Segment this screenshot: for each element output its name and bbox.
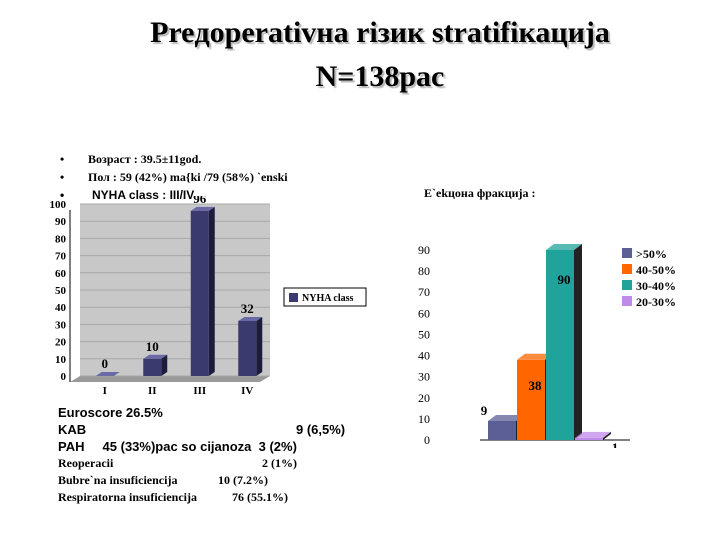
data-label: 0: [102, 356, 109, 371]
stat-bubrezna: Bubre`na insuficiencija 10 (7.2%): [58, 472, 358, 489]
ejection-fraction-chart: 0 10 20 30 40 50 60 70 80 90 9 38 90 1 >50% 40-50% 30-40…: [418, 243, 676, 448]
bar-side: [603, 431, 611, 440]
y-tick-label: 10: [55, 354, 67, 366]
data-label: 10: [146, 339, 159, 354]
stat-reop-label: Reoperacii: [58, 456, 114, 470]
y-tick-label: 100: [50, 199, 67, 211]
y-tick-label: 90: [55, 216, 67, 228]
data-label: 9: [481, 403, 488, 418]
bullet-sex: Пол : 59 (42%) ma{ki /79 (58%) `enski: [60, 168, 288, 186]
stat-kab-label: KAB: [58, 422, 87, 437]
y-tick-label: 40: [55, 302, 67, 314]
y-tick-label: 60: [418, 306, 430, 320]
legend-box: [283, 287, 367, 307]
ejection-fraction-label: E`ekцона фракција :: [424, 186, 536, 200]
bar-top: [488, 415, 524, 421]
bar: [238, 320, 257, 376]
data-label: 1: [612, 440, 619, 448]
bullet-nyha: NYHA class : III/IV: [60, 186, 288, 204]
legend-swatch: [622, 280, 632, 290]
bar: [143, 358, 162, 376]
legend-label: NYHA class: [302, 293, 354, 304]
y-tick-label: 0: [424, 433, 430, 447]
bullet-list: Возраст : 39.5±11god. Пол : 59 (42%) ma{…: [60, 150, 288, 204]
bullet-age: Возраст : 39.5±11god.: [60, 150, 288, 168]
data-label: 96: [193, 196, 207, 206]
bar-top: [95, 372, 120, 376]
bar-top: [190, 206, 215, 211]
legend-swatch: [622, 264, 632, 274]
bar-top: [143, 354, 168, 359]
stat-resp-value: 76 (55.1%): [232, 490, 288, 504]
y-tick-label: 60: [55, 268, 67, 280]
legend-swatch: [622, 248, 632, 258]
data-label: 38: [529, 378, 543, 393]
x-tick-label: III: [193, 385, 206, 396]
stat-resp-label: Respiratorna insuficiencija: [58, 490, 197, 504]
bar: [575, 437, 603, 440]
y-tick-label: 80: [418, 264, 430, 278]
bar-top: [575, 431, 611, 438]
legend-swatch: [622, 296, 632, 306]
stats-block: Euroscore 26.5% KAB 9 (6,5%) PAH 45 (33%…: [58, 404, 358, 506]
stat-kab-value: 9 (6,5%): [296, 422, 346, 437]
bar-side: [208, 206, 215, 376]
y-tick-label: 90: [418, 243, 430, 257]
stat-bubr-value: 10 (7.2%): [218, 473, 268, 487]
bar-top: [517, 353, 553, 360]
nyha-bar-chart: 0 10 20 30 40 50 60 70 80 90 100 0 I 10 II 96 III 32 IV NYH…: [50, 196, 367, 396]
legend-label: >50%: [636, 247, 667, 261]
legend-label: 30-40%: [636, 279, 676, 293]
bar-top: [238, 316, 263, 321]
bar: [488, 421, 516, 440]
x-tick-label: IV: [241, 385, 253, 396]
x-tick-label: II: [148, 385, 157, 396]
bar-top: [546, 244, 582, 250]
y-tick-label: 70: [55, 251, 67, 263]
legend-label: 20-30%: [636, 295, 676, 309]
y-tick-label: 0: [61, 371, 67, 383]
bar-side: [574, 244, 582, 440]
slide-title: Preдоperativна rізик stratifікација: [150, 16, 610, 49]
legend-swatch: [289, 293, 298, 302]
stat-pah: PAH 45 (33%)pac so cijanoza 3 (2%): [58, 439, 297, 454]
x-tick-label: I: [103, 385, 107, 396]
legend-label: 40-50%: [636, 263, 676, 277]
bar-side: [256, 316, 263, 376]
stat-euroscore: Euroscore 26.5%: [58, 405, 163, 420]
y-tick-label: 50: [55, 285, 67, 297]
data-label: 90: [558, 272, 571, 287]
bar: [190, 210, 209, 376]
stat-bubr-label: Bubre`na insuficiencija: [58, 473, 178, 487]
y-tick-label: 80: [55, 233, 67, 245]
y-tick-label: 20: [418, 391, 430, 405]
plot-floor: [70, 376, 270, 382]
y-tick-label: 30: [418, 370, 430, 384]
y-tick-label: 50: [418, 327, 430, 341]
y-tick-label: 30: [55, 319, 67, 331]
stat-respiratorna: Respiratorna insuficiencija 76 (55.1%): [58, 489, 358, 506]
y-tick-label: 10: [418, 412, 430, 426]
bar: [517, 359, 545, 440]
y-tick-label: 70: [418, 285, 430, 299]
y-tick-label: 20: [55, 337, 67, 349]
data-label: 32: [241, 301, 254, 316]
stat-reoperacii: Reoperacii 2 (1%): [58, 455, 358, 472]
stat-kab: KAB 9 (6,5%): [58, 421, 358, 438]
bar: [546, 250, 574, 440]
slide-subtitle: N=138pac: [315, 60, 445, 93]
stat-reop-value: 2 (1%): [262, 456, 297, 470]
bar-side: [161, 354, 168, 376]
y-tick-label: 40: [418, 349, 430, 363]
